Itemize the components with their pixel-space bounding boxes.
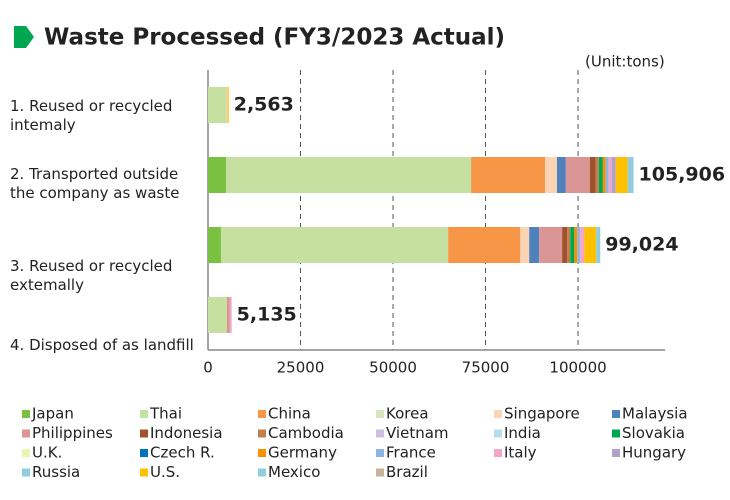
- legend-swatch: [258, 410, 266, 418]
- bar-segment: [208, 87, 227, 123]
- legend-label: Thai: [149, 405, 182, 423]
- bar-segment: [602, 157, 606, 193]
- legend-label: Mexico: [268, 463, 320, 481]
- bar-segment: [615, 157, 628, 193]
- bar-segment: [208, 297, 227, 333]
- bar-segment: [226, 297, 230, 333]
- legend-label: U.K.: [32, 444, 62, 462]
- legend-swatch: [140, 429, 148, 438]
- bar-segment: [226, 157, 472, 193]
- bar-segment: [565, 157, 590, 193]
- legend-swatch: [494, 410, 502, 418]
- bar-segment: [220, 227, 449, 263]
- bar-segment: [595, 157, 599, 193]
- bar-segment: [208, 157, 227, 193]
- y-tick-label: 3. Reused or recycled extemally: [10, 257, 173, 294]
- legend-swatch: [22, 468, 30, 477]
- x-tick-label: 75000: [462, 359, 510, 377]
- bar-segment: [584, 227, 597, 263]
- legend-swatch: [612, 449, 620, 457]
- total-label: 2,563: [234, 94, 294, 116]
- bar-segment: [556, 157, 566, 193]
- legend-label: Russia: [32, 463, 80, 481]
- legend-swatch: [494, 429, 502, 438]
- total-label: 105,906: [639, 164, 726, 186]
- legend-swatch: [22, 449, 30, 457]
- x-tick-label: 0: [203, 359, 213, 377]
- legend-swatch: [376, 449, 384, 457]
- legend-swatch: [376, 429, 384, 438]
- legend-swatch: [612, 429, 620, 438]
- bar-segment: [608, 157, 612, 193]
- bar-segment: [577, 227, 581, 263]
- legend-label: Singapore: [504, 405, 580, 423]
- total-label: 5,135: [237, 304, 297, 326]
- total-label: 99,024: [605, 234, 678, 256]
- y-tick-label: 2. Transported outside the company as wa…: [10, 165, 180, 202]
- legend-label: Malaysia: [622, 405, 688, 423]
- bar-segment: [448, 227, 521, 263]
- bar-segment: [227, 87, 229, 123]
- x-tick-label: 50000: [369, 359, 417, 377]
- bar-segment: [226, 87, 228, 123]
- bar-segment: [229, 297, 232, 333]
- bar-segment: [627, 157, 634, 193]
- legend-label: Slovakia: [622, 424, 685, 442]
- bar-segment: [611, 157, 616, 193]
- bar-segment: [471, 157, 546, 193]
- bar-segment: [529, 227, 540, 263]
- x-tick-label: 25000: [277, 359, 325, 377]
- legend-label: India: [504, 424, 541, 442]
- bar-segment: [605, 157, 609, 193]
- legend-label: Korea: [386, 405, 429, 423]
- y-tick-label: 1. Reused or recycled intemaly: [10, 97, 173, 134]
- bar-segment: [596, 227, 601, 263]
- bar-segment: [567, 227, 571, 263]
- legend-label: Czech R.: [150, 444, 215, 462]
- bar-segment: [580, 227, 585, 263]
- bar-segment: [520, 227, 530, 263]
- legend-label: Hungary: [622, 444, 686, 462]
- y-tick-label: 4. Disposed of as landfill: [10, 336, 194, 354]
- x-tick-label: 100000: [549, 359, 606, 377]
- legend-label: Germany: [268, 444, 337, 462]
- legend-swatch: [376, 410, 384, 418]
- legend-label: China: [268, 405, 311, 423]
- legend-swatch: [258, 468, 266, 477]
- legend-swatch: [258, 449, 266, 457]
- bar-segment: [208, 227, 221, 263]
- legend-swatch: [22, 429, 30, 438]
- legend-label: Cambodia: [268, 424, 344, 442]
- bar-segment: [570, 227, 575, 263]
- legend-label: Brazil: [386, 463, 428, 481]
- legend-swatch: [376, 468, 384, 477]
- legend-swatch: [140, 468, 148, 477]
- bar-segment: [562, 227, 568, 263]
- bar-segment: [545, 157, 557, 193]
- unit-label: (Unit:tons): [585, 53, 665, 71]
- bar-segment: [589, 157, 596, 193]
- legend-label: Indonesia: [150, 424, 223, 442]
- legend-swatch: [258, 429, 266, 438]
- legend-label: Vietnam: [386, 424, 449, 442]
- legend-label: France: [386, 444, 436, 462]
- legend-swatch: [612, 410, 620, 418]
- bar-segment: [539, 227, 563, 263]
- legend-swatch: [22, 410, 30, 418]
- bar-segment: [574, 227, 578, 263]
- legend-swatch: [494, 449, 502, 457]
- legend-label: Philippines: [32, 424, 113, 442]
- chart-title: Waste Processed (FY3/2023 Actual): [44, 25, 505, 51]
- legend-label: Italy: [504, 444, 537, 462]
- legend-swatch: [140, 410, 148, 418]
- bar-segment: [598, 157, 603, 193]
- legend-label: Japan: [31, 405, 74, 423]
- legend-swatch: [140, 449, 148, 457]
- legend-label: U.S.: [150, 463, 180, 481]
- title-icon: [14, 26, 34, 48]
